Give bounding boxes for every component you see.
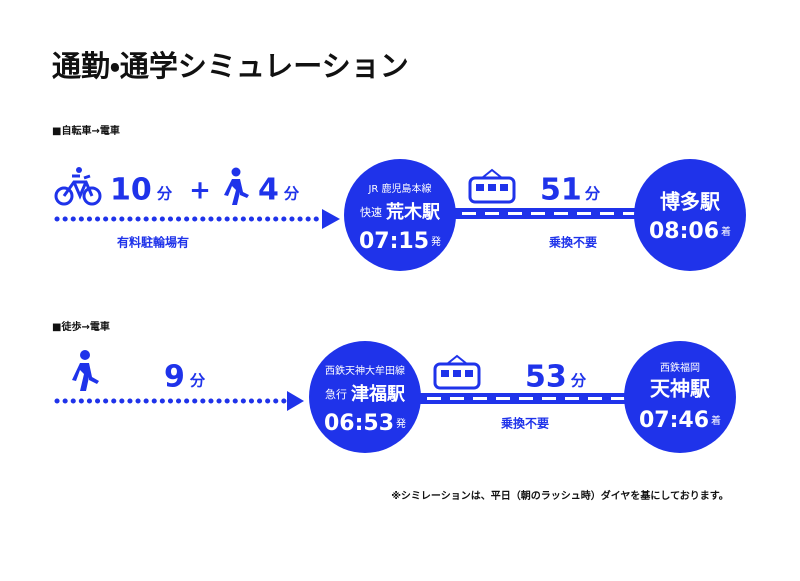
service: 急行 (325, 387, 347, 401)
route-label: ■徒歩→電車 (52, 320, 110, 333)
leg-minutes: 4 (258, 173, 279, 208)
plus: + (189, 176, 211, 206)
walker-icon (72, 350, 99, 391)
train-note: 乗換不要 (549, 235, 597, 250)
leg-unit: 分 (156, 185, 173, 203)
line-name: 西鉄天神大牟田線 (325, 364, 405, 377)
time-suffix: 発 (396, 417, 406, 430)
station-row: 快速 荒木駅 (360, 201, 441, 223)
bicycle-icon (54, 167, 102, 206)
departure-circle (344, 159, 456, 271)
arrow-head (287, 391, 304, 411)
leg-minutes: 9 (164, 360, 185, 395)
service: 快速 (360, 206, 382, 219)
arrow-head (322, 209, 340, 229)
time: 07:46 (639, 408, 709, 433)
time: 07:15 (359, 229, 429, 254)
footnote: ※シミレーションは、平日（朝のラッシュ時）ダイヤを基にしております。 (391, 489, 729, 502)
train-minutes: 51 (540, 173, 582, 208)
time-suffix: 着 (711, 414, 721, 427)
time-row: 07:46 着 (639, 408, 721, 433)
departure-circle (309, 341, 421, 453)
title: 通勤・通学シミュレーション (52, 49, 409, 83)
line-name: JR 鹿児島本線 (367, 182, 431, 195)
train-note: 乗換不要 (501, 416, 549, 431)
track (455, 208, 645, 219)
leg-unit: 分 (189, 372, 206, 390)
walker-icon (224, 167, 249, 205)
time-suffix: 着 (721, 225, 731, 238)
station: 津福駅 (351, 383, 406, 405)
station: 博多駅 (660, 190, 720, 214)
leg-unit: 分 (283, 185, 300, 203)
route-label: ■自転車→電車 (52, 124, 120, 137)
train-icon (433, 354, 481, 390)
arrival-circle (634, 159, 746, 271)
train-unit: 分 (584, 185, 601, 203)
leg-minutes: 10 (110, 173, 152, 208)
line-name: 西鉄福岡 (660, 361, 700, 374)
time-suffix: 発 (431, 235, 441, 248)
train-icon (468, 168, 516, 204)
note: 有料駐輪場有 (117, 235, 189, 250)
station-row: 急行 津福駅 (325, 383, 406, 405)
arrival-circle (624, 341, 736, 453)
time-row: 06:53 発 (324, 411, 406, 436)
time: 08:06 (649, 219, 719, 244)
time: 06:53 (324, 411, 394, 436)
time-row: 08:06 着 (649, 219, 731, 244)
train-minutes: 53 (525, 360, 567, 395)
time-row: 07:15 発 (359, 229, 441, 254)
station: 天神駅 (650, 377, 710, 401)
train-unit: 分 (570, 372, 587, 390)
station: 荒木駅 (385, 201, 441, 223)
